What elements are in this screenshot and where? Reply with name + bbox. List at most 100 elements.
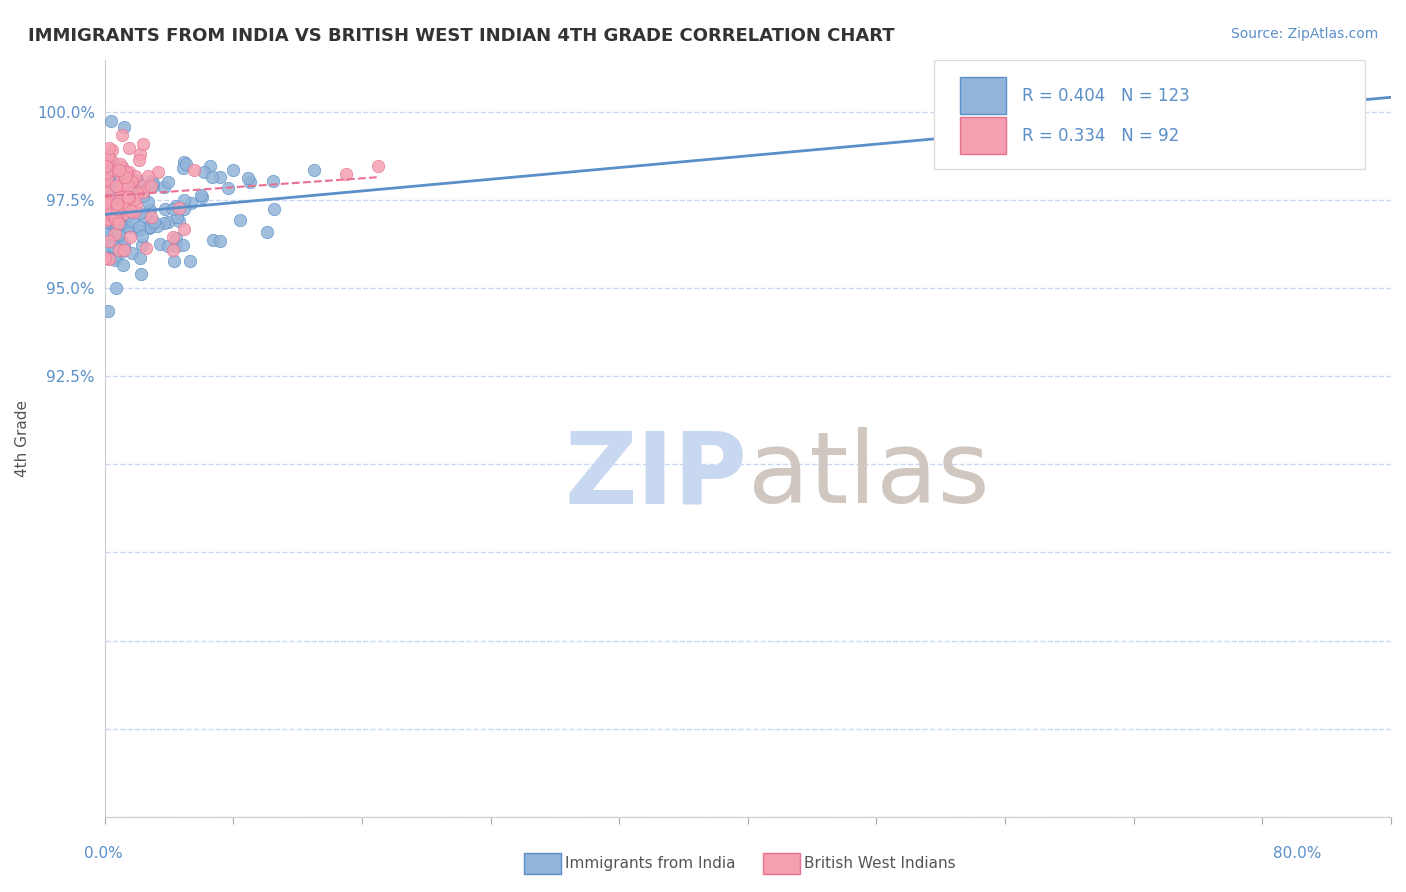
Point [111,210,134,224]
Point [101,162,124,177]
Point [141,210,163,224]
Point [104,179,127,194]
Point [173,222,195,236]
Point [96,227,118,241]
Point [128,153,150,167]
Point [236,171,259,186]
Y-axis label: 4th Grade: 4th Grade [15,400,30,476]
Point [111,258,134,272]
Point [139,180,162,194]
Point [127,176,149,190]
Point [96,194,118,209]
Point [142,176,165,190]
Text: R = 0.404   N = 123: R = 0.404 N = 123 [1022,87,1189,105]
Point [100,143,122,157]
Point [208,234,231,248]
Point [108,210,131,224]
Point [98,185,121,199]
Point [107,243,129,257]
Point [117,219,139,234]
Point [110,168,132,182]
Text: 80.0%: 80.0% [1274,846,1322,861]
Point [117,220,139,235]
Point [103,244,125,258]
Point [114,169,136,184]
Point [129,251,152,265]
Point [165,231,187,245]
Point [174,157,197,171]
Point [104,192,127,206]
Point [112,201,135,215]
Point [96,162,118,177]
Point [94,193,117,207]
Point [162,202,184,216]
Point [110,164,132,178]
Point [104,211,127,226]
Point [98,174,121,188]
Point [122,173,145,187]
Point [98,194,121,208]
Point [201,169,224,184]
Point [124,189,146,203]
Point [110,128,132,143]
Point [100,227,122,242]
Point [101,220,124,235]
Point [132,178,155,193]
Point [110,178,132,193]
Point [239,175,262,189]
Point [1219,112,1241,126]
Point [101,188,124,202]
Point [105,212,128,227]
Point [121,246,143,260]
Point [108,156,131,170]
Point [115,167,138,181]
Point [115,167,138,181]
Point [94,251,117,265]
Point [105,281,128,295]
Point [146,165,169,179]
Point [190,190,212,204]
Point [118,230,141,244]
Point [100,205,122,219]
Point [97,148,120,162]
Point [120,184,142,198]
Point [110,233,132,247]
Point [209,170,232,185]
Point [132,189,155,203]
Point [118,190,141,204]
Point [139,203,162,218]
Point [229,212,252,227]
Point [104,161,127,176]
Point [97,202,120,217]
Point [367,160,389,174]
Point [134,209,156,223]
Point [128,223,150,237]
Point [198,159,221,173]
Point [136,195,159,210]
Point [98,234,121,248]
Point [153,180,176,194]
Point [132,136,155,151]
FancyBboxPatch shape [960,77,1007,114]
Point [94,160,117,174]
Point [108,182,131,196]
Point [112,120,135,134]
Point [96,206,118,220]
Point [129,206,152,220]
Point [108,190,131,204]
Point [131,238,153,252]
Point [142,215,165,229]
Point [101,211,124,225]
Point [96,304,118,318]
Point [112,236,135,251]
Point [96,151,118,165]
Point [96,203,118,218]
Point [120,203,142,218]
Point [122,193,145,207]
Point [94,213,117,227]
Point [97,252,120,266]
Point [118,194,141,209]
Point [112,177,135,191]
Point [162,243,184,257]
Point [156,239,179,253]
